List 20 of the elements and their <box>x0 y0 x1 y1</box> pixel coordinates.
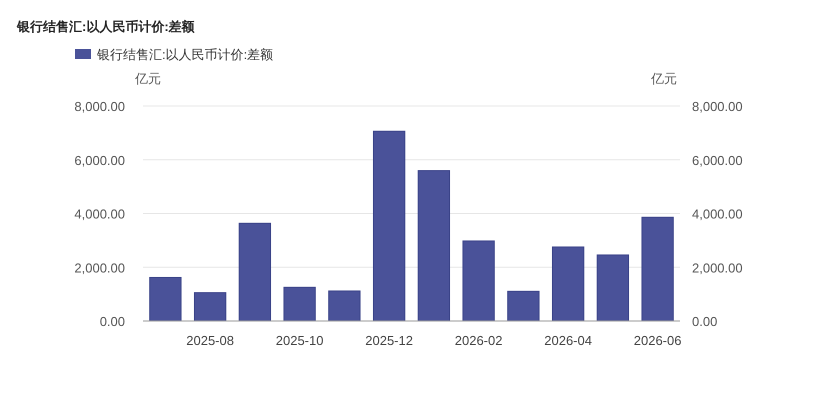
y-tick-label: 0.00 <box>100 314 125 329</box>
x-tick-label: 2026-04 <box>544 333 592 348</box>
x-tick-label: 2025-10 <box>276 333 324 348</box>
y-tick-label: 6,000.00 <box>74 152 125 168</box>
y-tick-label: 4,000.00 <box>74 206 125 222</box>
y2-tick-label: 0.00 <box>692 314 718 329</box>
y-tick-label: 2,000.00 <box>74 260 125 276</box>
y2-tick-label: 8,000.00 <box>692 99 743 114</box>
legend-label: 银行结售汇:以人民币计价:差额 <box>96 47 274 62</box>
y2-tick-label: 6,000.00 <box>692 152 743 168</box>
y-tick-label: 8,000.00 <box>74 99 125 114</box>
y2-axis-title: 亿元 <box>650 71 677 86</box>
x-tick-label: 2026-02 <box>454 333 502 348</box>
x-tick-label: 2025-08 <box>186 333 234 348</box>
y2-tick-label: 2,000.00 <box>692 260 743 276</box>
x-tick-label: 2025-12 <box>365 333 413 348</box>
y-axis-title: 亿元 <box>134 71 161 86</box>
chart-title: 银行结售汇:以人民币计价:差额 <box>16 19 196 34</box>
y2-tick-label: 4,000.00 <box>692 206 743 222</box>
x-tick-label: 2026-06 <box>634 333 682 348</box>
